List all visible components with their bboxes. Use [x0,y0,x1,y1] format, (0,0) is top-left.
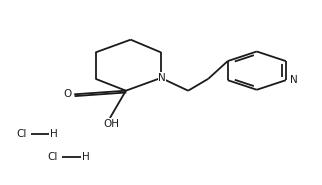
Text: O: O [63,89,71,99]
Text: OH: OH [103,119,119,129]
Text: N: N [158,73,166,83]
Text: Cl: Cl [48,152,58,162]
Text: H: H [82,152,90,162]
Text: Cl: Cl [17,130,27,139]
Text: H: H [50,130,58,139]
Text: N: N [289,75,298,85]
